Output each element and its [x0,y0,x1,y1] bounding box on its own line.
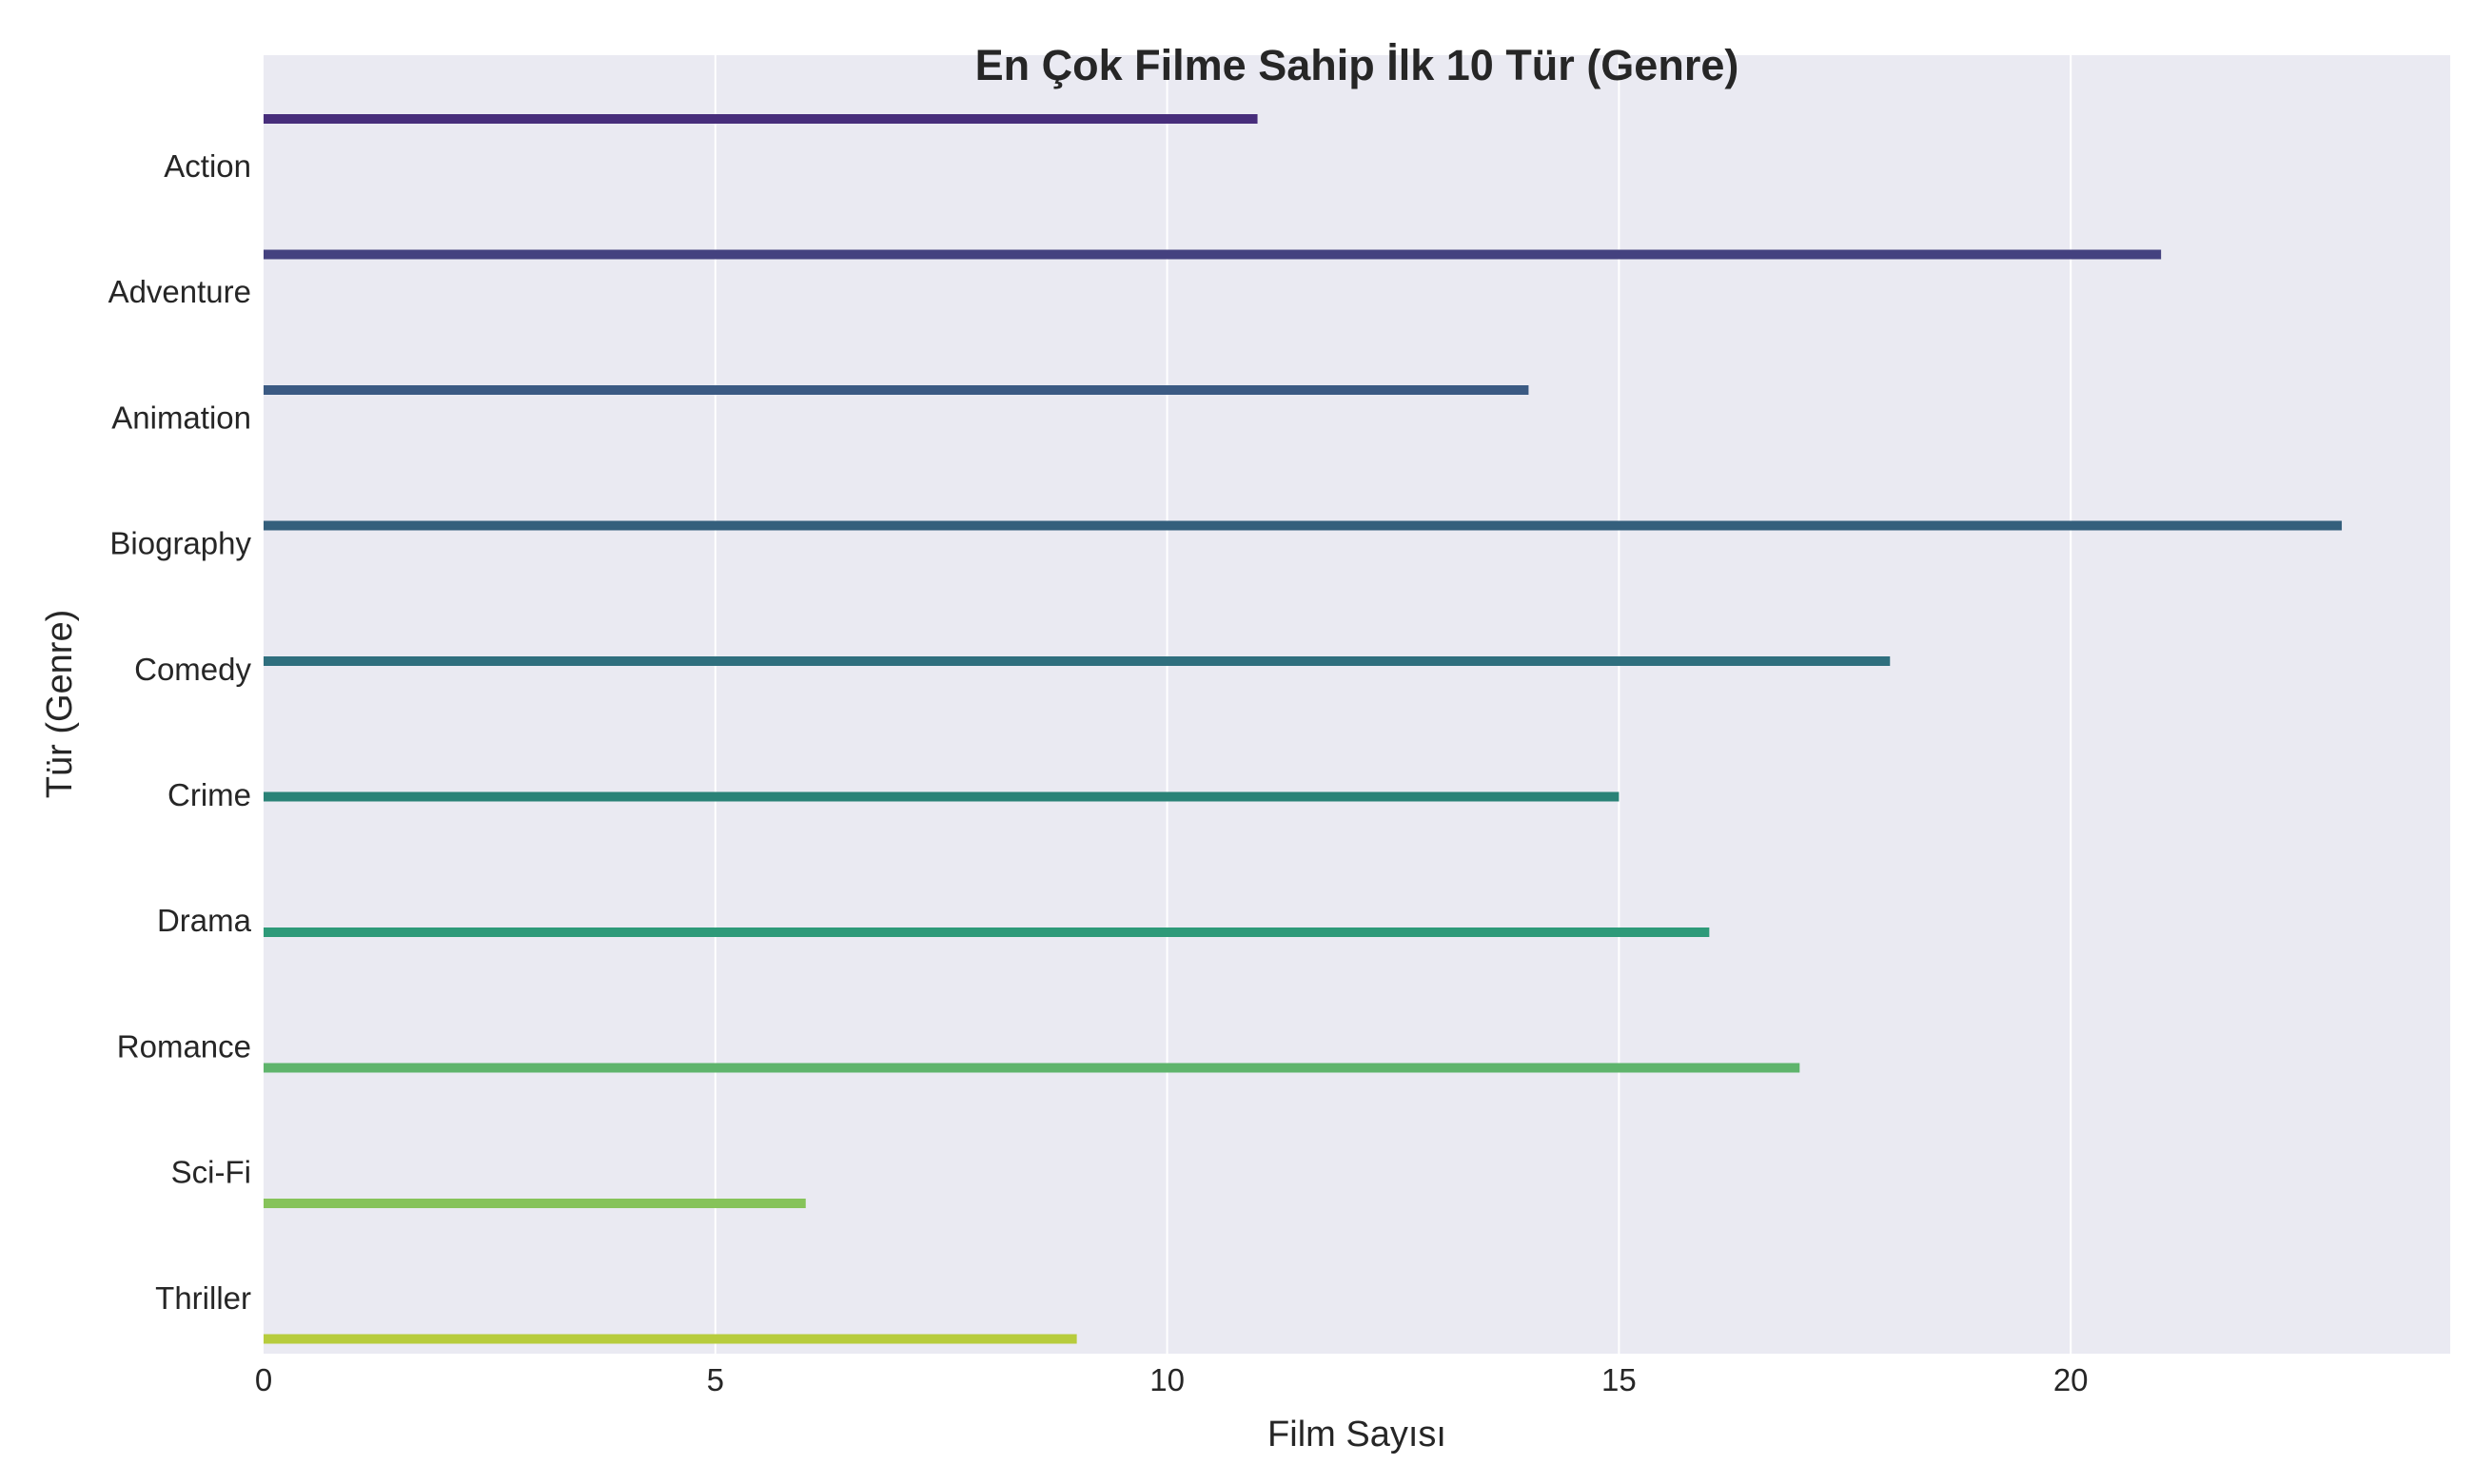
bar-sci-fi [264,1199,806,1208]
y-tick-label: Animation [111,400,251,435]
x-tick-labels: 0 5 10 15 20 [255,1362,2089,1397]
x-tick-label: 20 [2053,1362,2089,1397]
y-tick-label: Crime [167,777,251,812]
y-tick-label: Adventure [108,274,251,309]
y-tick-label: Comedy [134,652,251,687]
y-axis-label: Tür (Genre) [40,610,80,798]
bar-romance [264,1064,1799,1073]
bar-biography [264,521,2342,531]
x-tick-label: 15 [1601,1362,1637,1397]
y-tick-label: Thriller [155,1280,251,1316]
y-tick-label: Biography [109,526,251,561]
y-tick-label: Romance [117,1028,251,1064]
chart-title: En Çok Filme Sahip İlk 10 Tür (Genre) [975,41,1739,89]
bar-action [264,114,1258,124]
x-tick-label: 5 [707,1362,724,1397]
y-tick-label: Drama [157,903,252,938]
x-axis-label: Film Sayısı [1267,1415,1446,1455]
y-tick-label: Action [164,148,251,184]
x-tick-label: 0 [255,1362,272,1397]
y-tick-labels: Action Adventure Animation Biography Comedy C… [108,148,252,1316]
bar-animation [264,385,1528,395]
bar-drama [264,928,1709,937]
x-tick-label: 10 [1149,1362,1185,1397]
bar-crime [264,792,1619,802]
bar-adventure [264,250,2161,260]
bar-thriller [264,1335,1077,1344]
bar-comedy [264,656,1890,666]
y-tick-label: Sci-Fi [171,1155,251,1190]
